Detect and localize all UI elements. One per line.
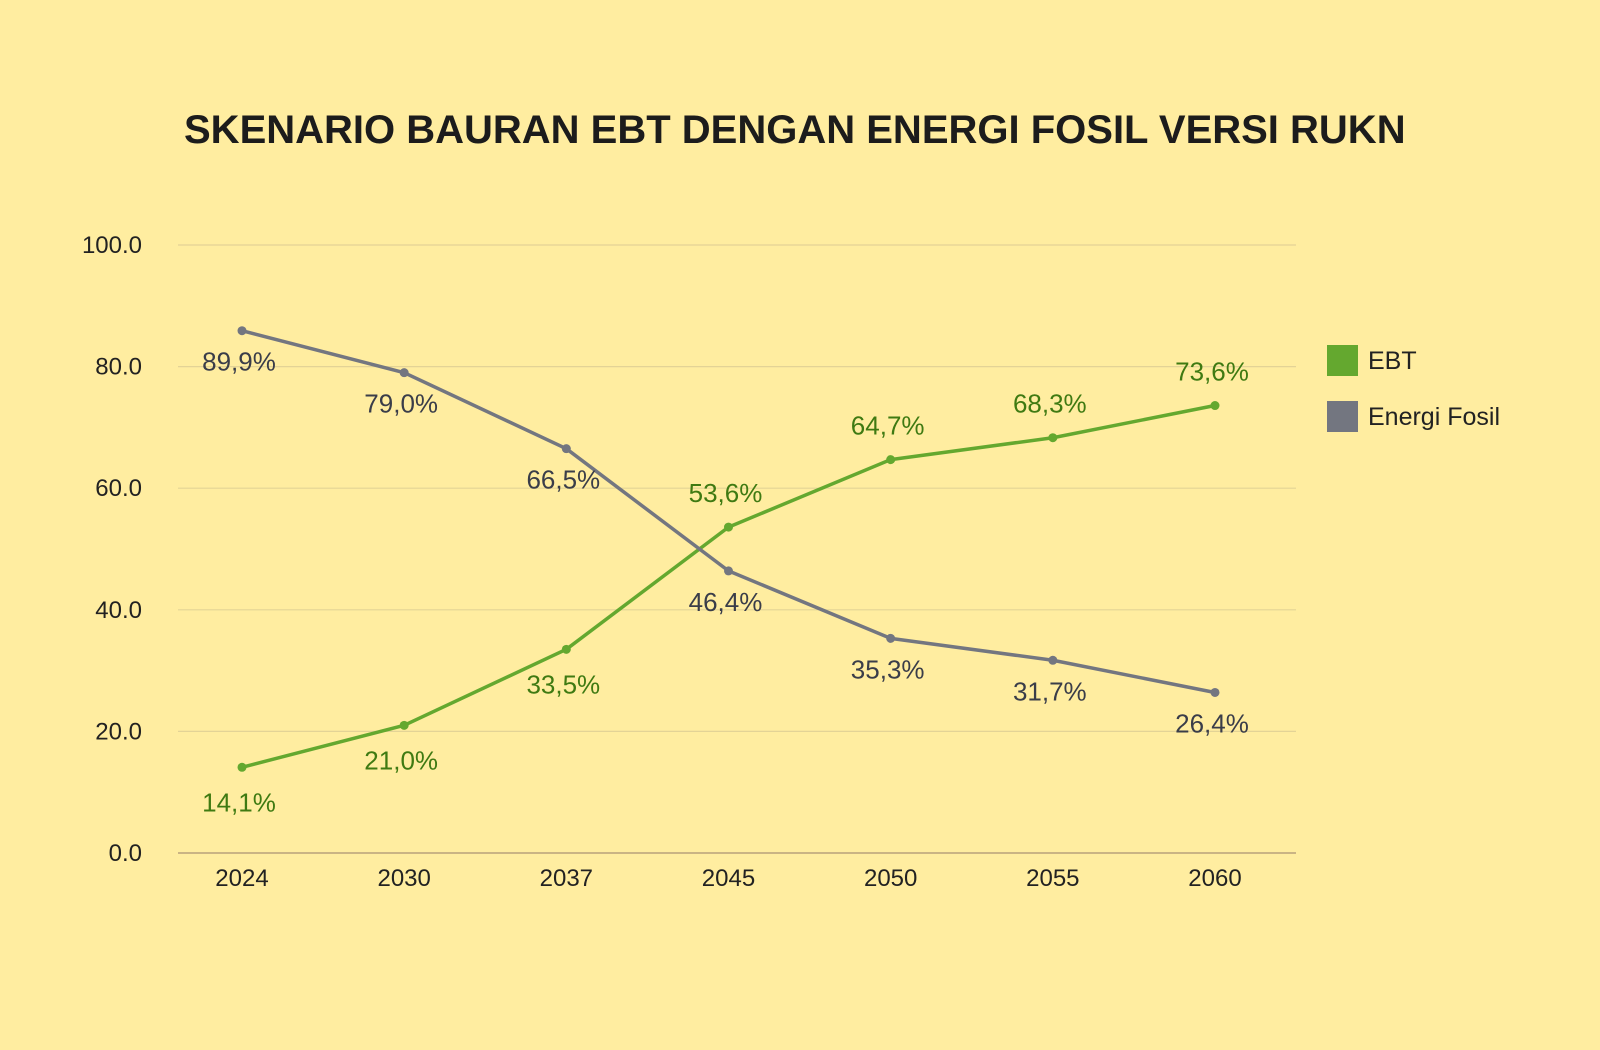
y-tick-label: 20.0 bbox=[95, 718, 142, 745]
legend-label: Energi Fosil bbox=[1368, 403, 1500, 431]
y-tick-label: 80.0 bbox=[95, 354, 142, 381]
legend-swatch bbox=[1327, 401, 1358, 432]
data-label: 64,7% bbox=[851, 411, 925, 441]
data-label: 53,6% bbox=[689, 478, 763, 508]
data-point bbox=[237, 326, 247, 336]
data-point bbox=[886, 455, 896, 465]
data-point bbox=[724, 522, 733, 532]
data-label: 73,6% bbox=[1175, 357, 1249, 387]
data-point bbox=[1210, 687, 1220, 697]
data-label: 68,3% bbox=[1013, 389, 1087, 419]
y-tick-label: 60.0 bbox=[95, 475, 142, 502]
data-label: 35,3% bbox=[851, 654, 925, 684]
legend-swatch bbox=[1327, 345, 1358, 376]
data-label: 79,0% bbox=[364, 389, 438, 419]
x-tick-label: 2037 bbox=[540, 865, 593, 892]
data-label: 31,7% bbox=[1013, 676, 1087, 706]
data-point bbox=[561, 644, 571, 654]
data-point bbox=[1048, 655, 1058, 665]
x-tick-label: 2030 bbox=[377, 865, 430, 892]
data-point bbox=[724, 566, 733, 576]
data-label: 66,5% bbox=[526, 465, 600, 495]
x-tick-label: 2055 bbox=[1026, 865, 1079, 892]
x-tick-label: 2045 bbox=[702, 865, 755, 892]
series-group: 14,1%21,0%33,5%53,6%64,7%68,3%73,6%89,9%… bbox=[202, 326, 1249, 817]
chart-title: SKENARIO BAURAN EBT DENGAN ENERGI FOSIL … bbox=[184, 108, 1406, 152]
data-point bbox=[237, 762, 247, 772]
data-label: 89,9% bbox=[202, 347, 276, 377]
legend: EBT Energi Fosil bbox=[1327, 345, 1500, 432]
y-tick-label: 0.0 bbox=[109, 840, 142, 867]
data-label: 26,4% bbox=[1175, 708, 1249, 738]
y-tick-label: 40.0 bbox=[95, 597, 142, 624]
x-tick-label: 2050 bbox=[864, 865, 917, 892]
x-tick-label: 2024 bbox=[215, 865, 268, 892]
data-label: 46,4% bbox=[689, 587, 763, 617]
data-point bbox=[399, 720, 409, 730]
legend-label: EBT bbox=[1368, 347, 1417, 375]
y-axis-ticks: 0.0 20.0 40.0 60.0 80.0 100.0 bbox=[82, 232, 142, 867]
series-line bbox=[241, 329, 1216, 695]
data-point bbox=[1210, 401, 1220, 411]
data-label: 33,5% bbox=[526, 669, 600, 699]
series-energi-fosil: 89,9% 79,0% 66,5% 46,4% 35,3% 31,7% 26,4% bbox=[202, 326, 1249, 738]
x-tick-label: 2060 bbox=[1188, 865, 1241, 892]
data-label: 14,1% bbox=[202, 787, 276, 817]
y-tick-label: 100.0 bbox=[82, 232, 142, 259]
data-point bbox=[561, 444, 571, 454]
data-label: 21,0% bbox=[364, 745, 438, 775]
gridlines bbox=[178, 244, 1296, 854]
data-point bbox=[399, 368, 409, 378]
data-point bbox=[1048, 433, 1058, 443]
series-ebt: 14,1% 21,0% 33,5% 53,6% 64,7% 68,3% 73,6% bbox=[202, 357, 1249, 818]
x-axis-ticks: 2024 2030 2037 2045 2050 2055 2060 bbox=[215, 865, 1241, 892]
data-point bbox=[886, 633, 896, 643]
